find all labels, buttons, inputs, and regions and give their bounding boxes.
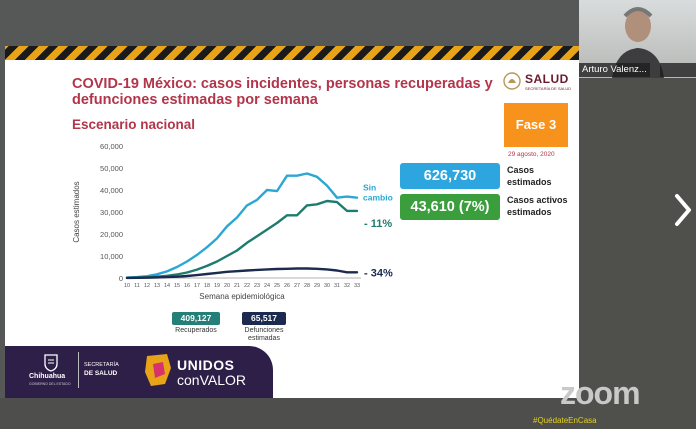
x-tick-label: 10 (124, 283, 130, 289)
x-tick-label: 21 (234, 283, 240, 289)
slide-date: 29 agosto, 2020 (508, 151, 555, 158)
x-tick-label: 27 (294, 283, 300, 289)
kpi-casos-label-line1: Casos (507, 165, 535, 175)
kpi-casos-activos: 43,610 (7%) (400, 194, 500, 220)
y-tick-label: 10,000 (100, 252, 123, 261)
de-salud-label: DE SALUD (84, 370, 118, 377)
y-tick-label: 60,000 (100, 142, 123, 151)
secretaria-label: SECRETARÍA (84, 362, 119, 368)
x-tick-label: 22 (244, 283, 250, 289)
salud-logo-text: SALUD (525, 72, 569, 86)
defunciones-label-line1: Defunciones (244, 327, 284, 334)
kpi-activos-label-line1: Casos activos (507, 195, 568, 205)
fase-label: Fase 3 (515, 117, 557, 132)
x-tick-label: 20 (224, 283, 230, 289)
chevron-right-icon[interactable] (671, 190, 695, 230)
x-tick-label: 11 (134, 283, 140, 289)
eagle-emblem-icon (503, 72, 521, 90)
x-tick-label: 16 (184, 283, 190, 289)
kpi-activos-value: 43,610 (7%) (410, 199, 490, 215)
recuperados-value: 409,127 (180, 313, 212, 323)
x-tick-label: 33 (354, 283, 360, 289)
x-tick-label: 32 (344, 283, 350, 289)
shared-slide: COVID-19 México: casos incidentes, perso… (5, 46, 579, 398)
footer-divider (78, 352, 79, 388)
con-valor-text: conVALOR (177, 372, 246, 388)
x-tick-label: 13 (154, 283, 160, 289)
slide-subtitle: Escenario nacional (72, 117, 196, 132)
annotation-sin: Sin (363, 183, 376, 193)
x-tick-label: 18 (204, 283, 210, 289)
y-tick-label: 40,000 (100, 186, 123, 195)
state-map-icon (145, 354, 171, 386)
x-tick-label: 19 (214, 283, 220, 289)
participant-name: Arturo Valenz... (579, 63, 650, 77)
x-tick-label: 17 (194, 283, 200, 289)
kpi-casos-value: 626,730 (423, 168, 477, 184)
chihuahua-name: Chihuahua (29, 373, 66, 380)
hazard-stripe-banner (5, 46, 579, 60)
defunciones-badge: 65,517 (242, 312, 286, 325)
y-axis-label: Casos estimados (72, 181, 81, 242)
x-tick-label: 14 (164, 283, 170, 289)
chihuahua-sub: GOBIERNO DEL ESTADO (29, 382, 71, 386)
x-tick-label: 25 (274, 283, 280, 289)
series-line-2 (125, 267, 359, 280)
x-tick-label: 28 (304, 283, 310, 289)
x-tick-label: 24 (264, 283, 270, 289)
recuperados-label: Recuperados (175, 327, 217, 334)
kpi-activos-label-line2: estimados (507, 207, 552, 217)
right-side-panel (579, 78, 696, 429)
defunciones-value: 65,517 (251, 313, 277, 323)
kpi-casos-estimados: 626,730 (400, 163, 500, 189)
x-tick-label: 15 (174, 283, 180, 289)
slide-title-line1: COVID-19 México: casos incidentes, perso… (72, 76, 493, 92)
salud-logo-subtext: SECRETARÍA DE SALUD (525, 86, 572, 91)
recuperados-badge: 409,127 (172, 312, 220, 325)
bottom-bar (0, 398, 579, 429)
defunciones-label-line2: estimadas (248, 335, 280, 342)
annotation-cambio: cambio (363, 193, 393, 203)
x-tick-label: 26 (284, 283, 290, 289)
fase-badge: Fase 3 (504, 103, 568, 147)
x-tick-label: 12 (144, 283, 150, 289)
y-tick-label: 50,000 (100, 164, 123, 173)
x-tick-label: 29 (314, 283, 320, 289)
annotation-minus-34: - 34% (364, 267, 393, 279)
x-tick-label: 30 (324, 283, 330, 289)
annotation-minus-11: - 11% (364, 218, 392, 230)
weekly-cases-chart: 0 10,000 20,000 30,000 40,000 50,000 60,000 10 1… (72, 142, 393, 301)
shield-icon (44, 354, 58, 372)
y-tick-label: 30,000 (100, 208, 123, 217)
x-tick-label: 23 (254, 283, 260, 289)
kpi-casos-label-line2: estimados (507, 177, 552, 187)
x-axis-label: Semana epidemiológica (199, 292, 285, 301)
participant-name-bar (660, 63, 696, 77)
series-line-0 (125, 172, 359, 279)
y-tick-label: 0 (119, 274, 123, 283)
zoom-watermark: zoom (560, 375, 641, 411)
x-tick-label: 31 (334, 283, 340, 289)
unidos-text: UNIDOS (177, 357, 235, 373)
y-tick-label: 20,000 (100, 230, 123, 239)
bottom-hashtag: #QuédateEnCasa (533, 416, 597, 425)
slide-title-line2: defunciones estimadas por semana (72, 92, 318, 108)
